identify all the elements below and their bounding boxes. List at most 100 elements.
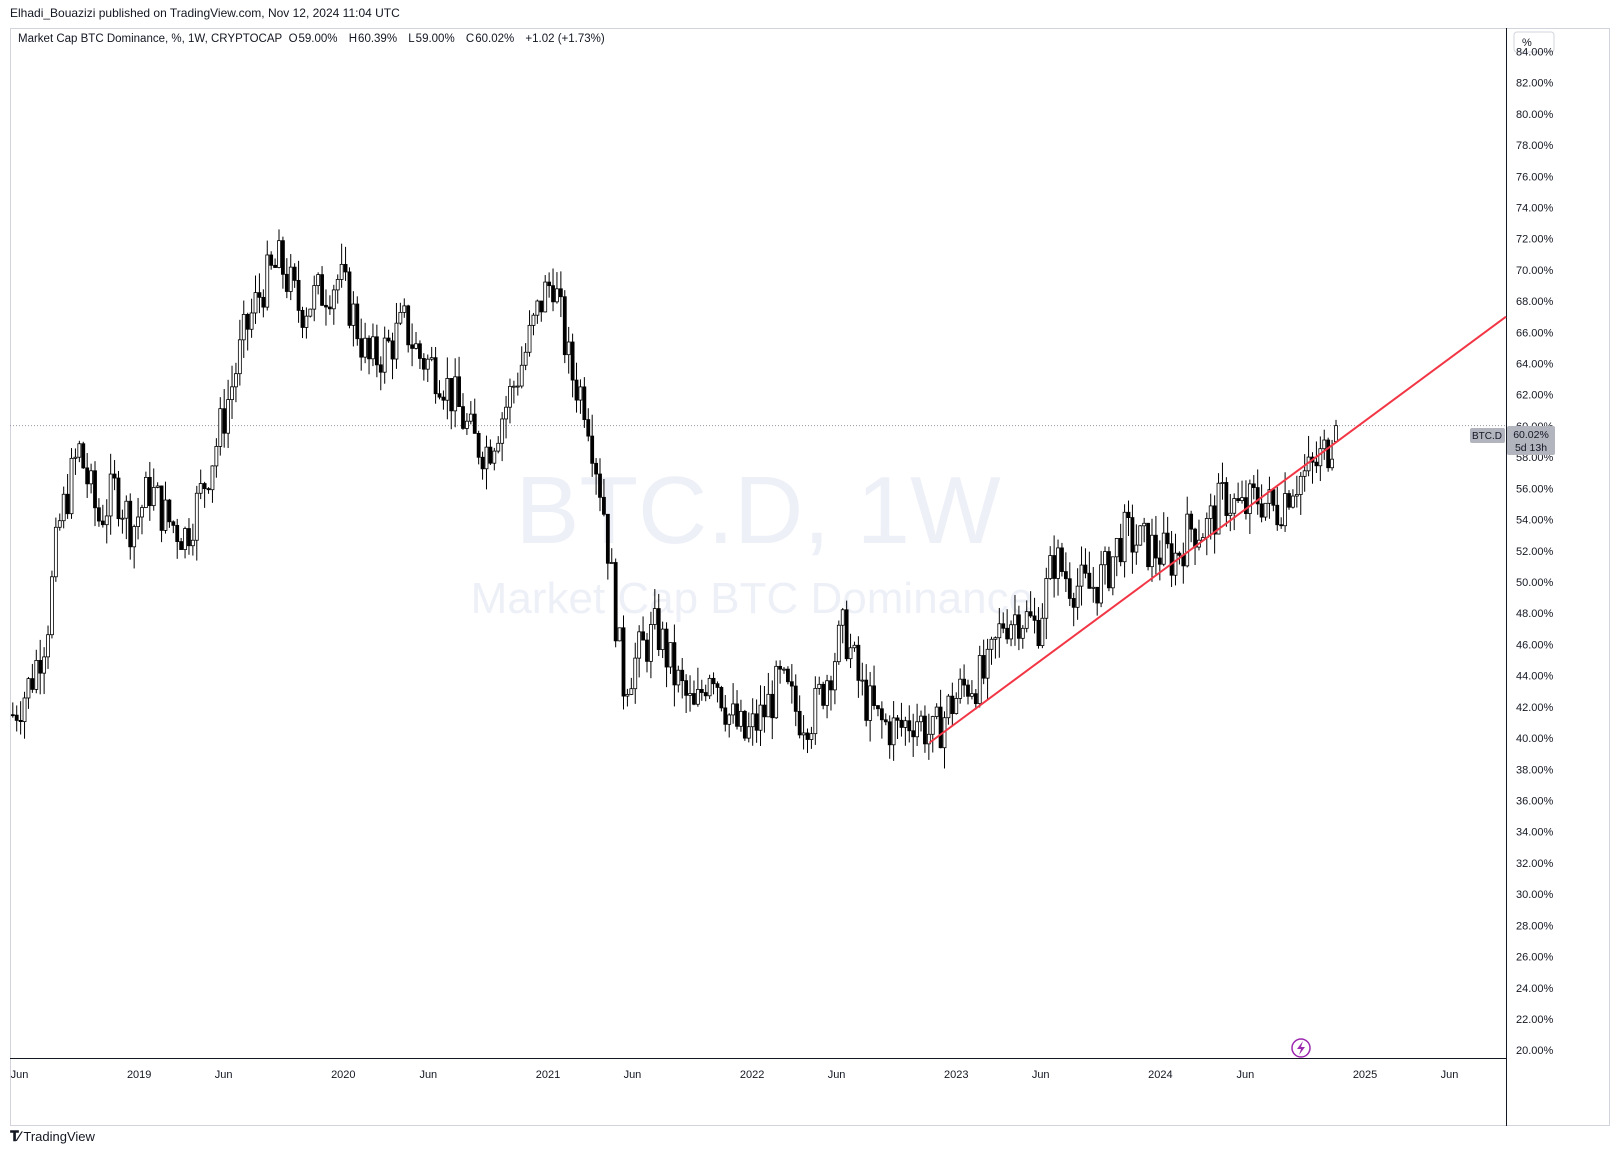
candle-body [923,715,927,745]
candle-body [281,240,285,275]
candle-body [359,338,364,358]
candle-body [441,396,446,401]
candle-body [1099,564,1104,604]
x-tick-label: 2019 [127,1069,151,1081]
candle-body [774,665,779,719]
candle-body [179,541,184,550]
candle-body [378,364,383,373]
candle-body [1169,543,1174,576]
candle-body [641,631,645,641]
candle-body [1294,494,1299,497]
candle-body [754,713,759,731]
y-tick-label: 40.00% [1516,733,1554,745]
candle-body [308,308,313,317]
candle-body [876,705,880,710]
candle-body [668,642,673,668]
support-trendline[interactable] [928,315,1507,744]
candle-body [1208,505,1213,519]
candle-body [789,681,794,687]
candle-body [132,526,137,548]
candle-body [1271,489,1276,506]
candle-body [1177,552,1182,556]
candle-body [496,442,501,452]
candle-body [699,688,704,693]
candle-body [1334,425,1338,442]
legend-close-label: C [465,33,475,45]
candle-body [1024,611,1029,629]
candle-body [327,306,332,310]
price-axis[interactable]: 84.00% 82.00% 80.00% 78.00% 76.00% 74.00% 72.0… [1516,46,1554,1057]
candle-body [198,483,203,494]
candle-body [202,483,207,490]
candle-body [46,634,50,658]
candle-body [602,496,606,515]
candle-body [735,703,739,727]
y-tick-label: 68.00% [1516,296,1554,308]
candle-body [1126,511,1131,518]
candle-body [304,315,309,328]
legend-high: 60.39% [358,33,398,45]
candle-body [883,719,888,723]
candle-body [480,456,485,470]
legend-low: 59.00% [415,33,455,45]
candle-body [292,266,297,281]
time-axis[interactable]: Jun 2019 Jun 2020 Jun 2021 Jun 2022 Jun 2023 Jun 20… [11,1069,1459,1081]
watermark-symbol: BTC.D, 1W [515,457,1001,564]
y-tick-label: 58.00% [1516,452,1554,464]
candle-body [50,576,54,636]
candle-body [194,492,199,541]
x-tick-label: Jun [1032,1069,1050,1081]
x-tick-label: Jun [419,1069,437,1081]
candle-body [911,730,916,738]
candle-body [104,515,109,526]
candle-body [449,378,454,412]
legend-high-label: H [348,33,358,45]
tradingview-footer[interactable]: 𝐓∕ TradingView [10,1128,95,1145]
candle-body [324,304,328,308]
candle-body [852,644,857,649]
candle-body [402,305,407,313]
candle-body [633,657,638,690]
candle-body [1154,534,1158,559]
candle-body [547,281,552,287]
candle-body [140,507,144,518]
candle-body [836,624,841,663]
candle-body [226,399,231,434]
candlestick-chart[interactable]: BTC.D, 1W Market Cap BTC Dominance, % 84… [10,28,1610,1126]
candle-body [120,517,125,520]
candle-body [1005,627,1010,640]
candle-body [390,340,395,360]
symbol-legend[interactable]: Market Cap BTC Dominance, %, 1W, CRYPTOC… [18,33,605,45]
legend-open-label: O [288,33,298,45]
candle-body [1263,502,1268,518]
candle-body [558,288,563,298]
candle-body [715,683,720,688]
price-tag-value: 60.02% [1513,429,1549,441]
price-tag-countdown: 5d 13h [1515,442,1547,454]
candle-body [343,263,348,273]
candle-body [926,733,931,745]
candle-body [809,733,814,740]
candle-body [484,446,489,470]
candle-body [981,655,986,679]
candle-body [1224,482,1229,516]
chart-frame[interactable]: BTC.D, 1W Market Cap BTC Dominance, % 84… [10,28,1610,1126]
candle-body [316,274,321,286]
y-tick-label: 38.00% [1516,764,1554,776]
trendline-layer[interactable] [928,315,1507,744]
axis-unit-label: % [1522,37,1532,49]
lightning-icon[interactable] [1291,1038,1311,1058]
candle-body [617,627,622,642]
candle-body [821,683,826,706]
plot-border [10,28,1610,1126]
candle-body [652,608,657,625]
candle-body [590,435,595,464]
y-tick-label: 44.00% [1516,671,1554,683]
candle-body [782,668,786,671]
axis-unit-box[interactable] [1513,31,1555,53]
candle-body [574,379,579,401]
y-tick-label: 22.00% [1516,1014,1554,1026]
candle-body [183,528,187,550]
candle-body [680,669,685,682]
candle-body [1247,483,1252,514]
